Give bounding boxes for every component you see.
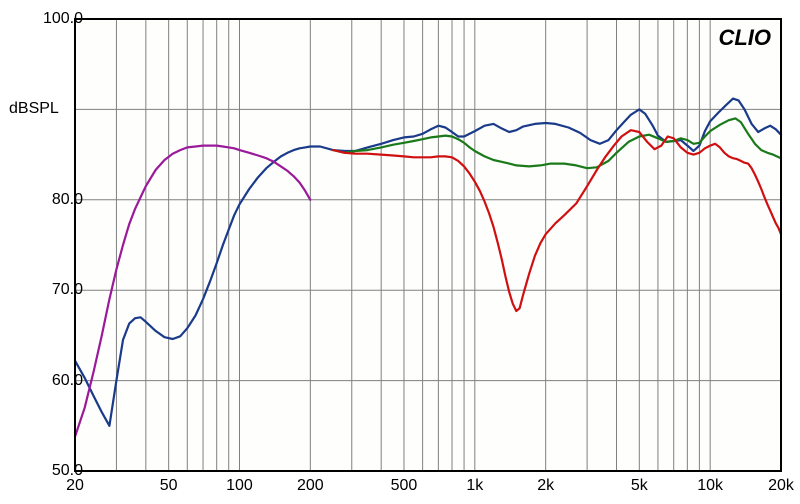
tick-label: 100.0: [3, 10, 83, 28]
chart-frame: 50.060.070.080.0100.020501002005001k2k5k…: [0, 0, 800, 504]
series-purple: [75, 146, 310, 437]
tick-label: 5k: [599, 477, 679, 495]
tick-label: 2k: [506, 477, 586, 495]
tick-label: 1k: [435, 477, 515, 495]
tick-label: 20: [35, 477, 115, 495]
series-red: [333, 130, 781, 311]
tick-label: 500: [364, 477, 444, 495]
chart-svg: [0, 0, 800, 504]
tick-label: 60.0: [3, 372, 83, 390]
tick-label: 10k: [670, 477, 750, 495]
tick-label: 50: [129, 477, 209, 495]
tick-label: 20k: [741, 477, 800, 495]
tick-label: 80.0: [3, 191, 83, 209]
series-blue: [75, 99, 781, 426]
tick-label: 200: [270, 477, 350, 495]
tick-label: 70.0: [3, 281, 83, 299]
brand-label: CLIO: [718, 25, 771, 51]
tick-label: 100: [199, 477, 279, 495]
y-axis-unit-label: dBSPL: [9, 100, 59, 118]
